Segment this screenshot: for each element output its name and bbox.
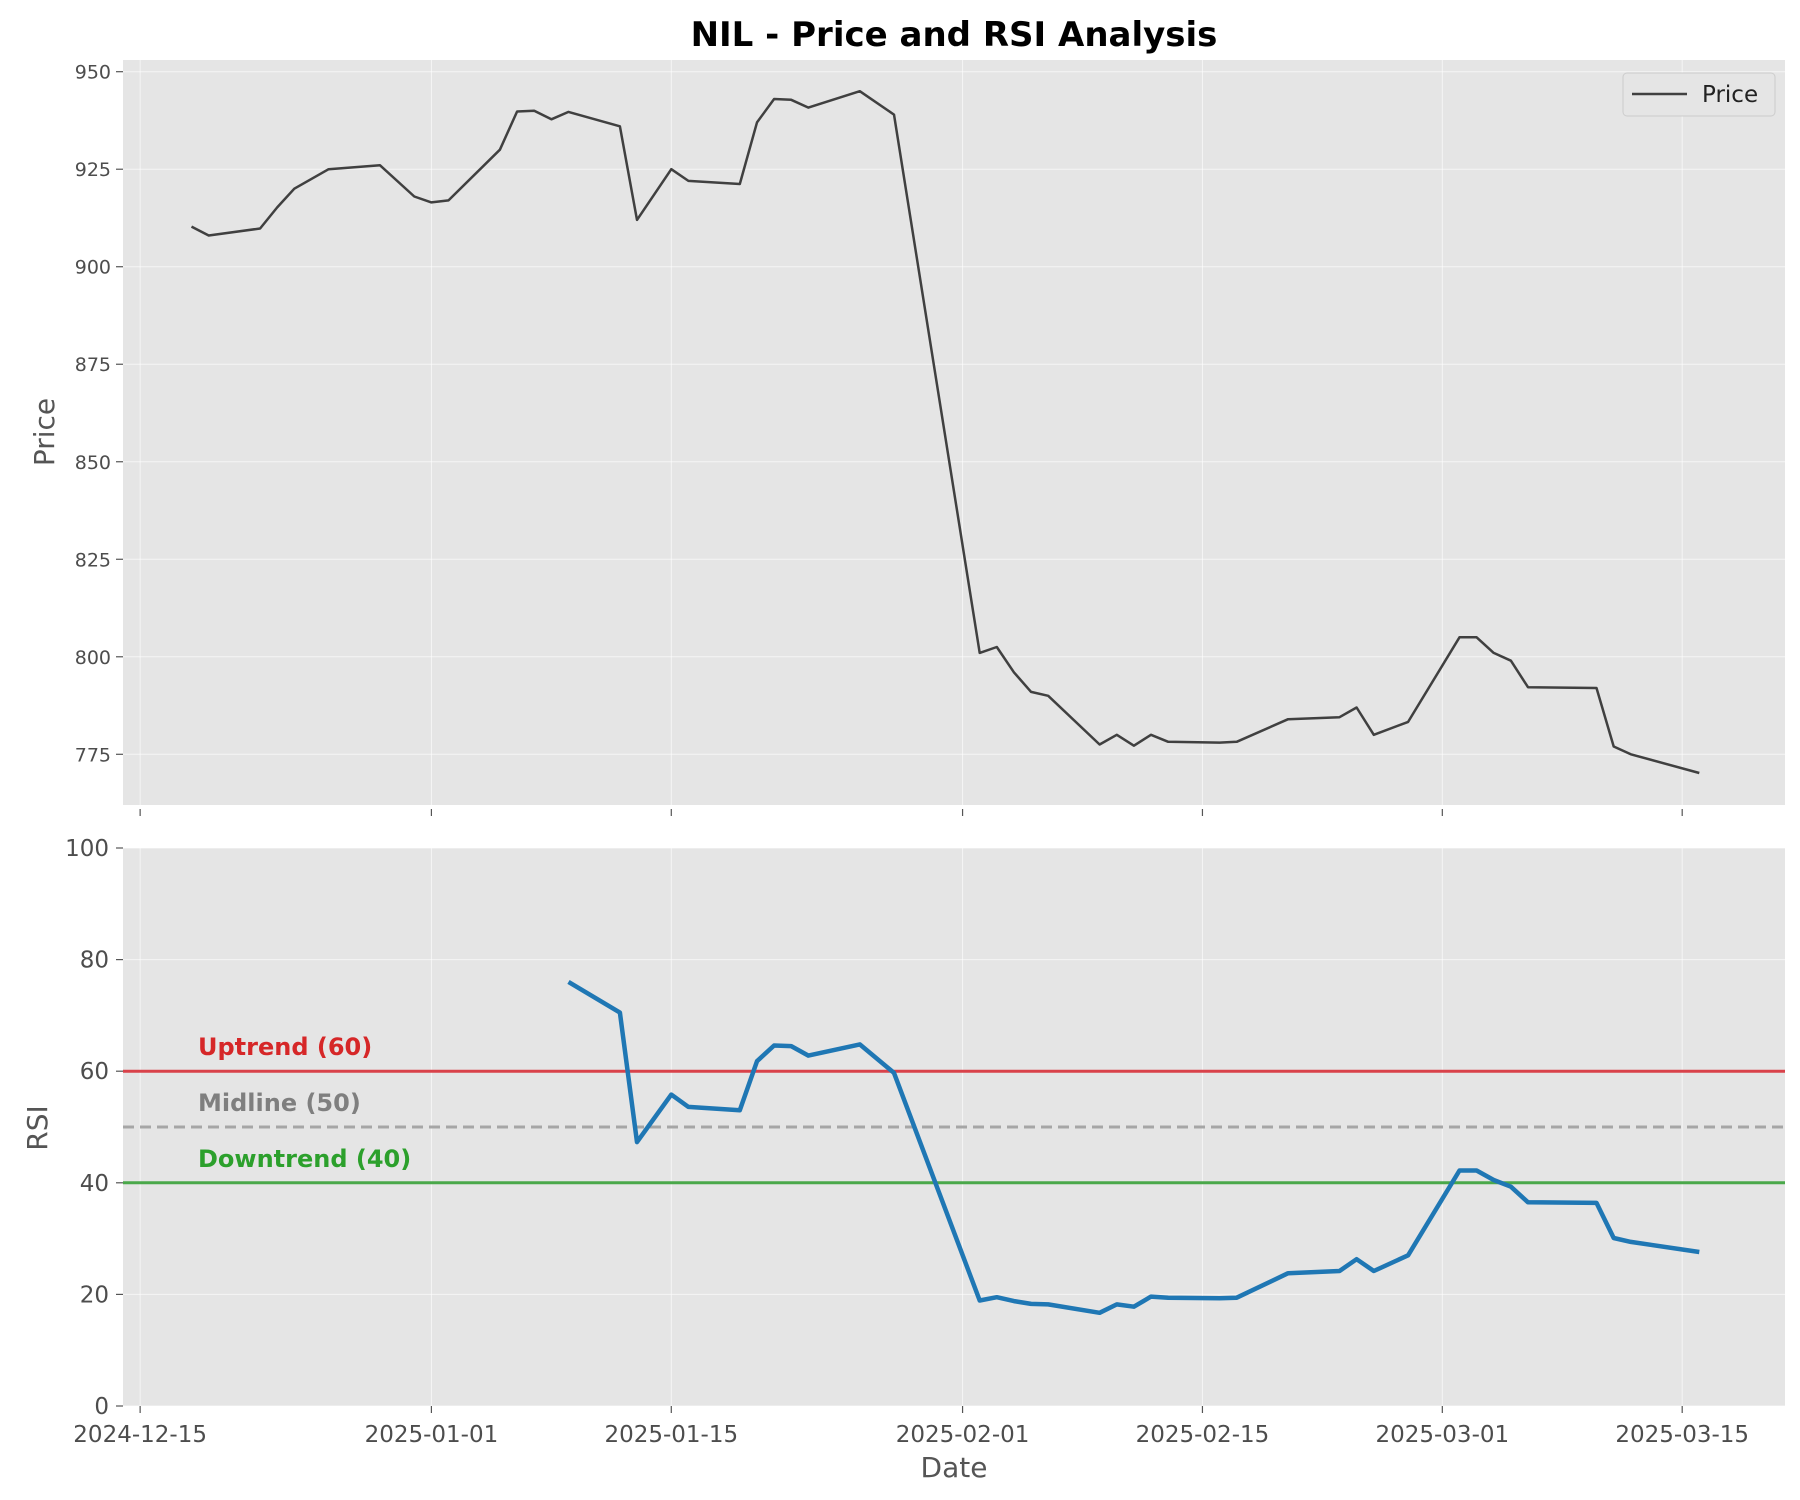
rsi-line [567,979,1700,1316]
rsi-y-axis-label: RSI [21,1105,54,1151]
rsi-x-ticks: 2024-12-15 2025-01-01 2025-01-15 2025-02-01… [73,1406,1749,1448]
legend-price-label: Price [1702,82,1758,108]
price-line [190,89,1700,775]
chart-title: NIL - Price and RSI Analysis [691,15,1218,55]
x-axis-label: Date [921,1451,988,1484]
rsi-y-ticks: 0 20 40 60 80 100 [65,836,123,1420]
rsi-y-tick-label: 80 [80,948,109,974]
x-tick-label: 2025-02-15 [1136,1422,1270,1448]
x-tick-label: 2025-02-01 [896,1422,1030,1448]
price-x-ticks [139,809,1683,816]
rsi-reference-label: Midline (50) [198,1089,361,1117]
price-plot-area [123,60,1785,805]
rsi-y-tick-label: 0 [94,1394,109,1420]
price-y-ticks: 775 800 825 850 875 900 925 950 [75,62,123,766]
price-y-tick-label: 900 [75,257,111,279]
price-grid [123,60,1785,805]
price-y-tick-label: 850 [75,452,111,474]
price-y-tick-label: 875 [75,354,111,376]
x-tick-label: 2025-01-15 [604,1422,738,1448]
price-series [190,89,1700,775]
price-y-tick-label: 775 [75,744,111,766]
rsi-reference-label: Downtrend (40) [198,1145,411,1173]
rsi-reference-label: Uptrend (60) [198,1033,372,1061]
legend-box [1622,72,1776,117]
price-y-axis-label: Price [28,398,61,466]
rsi-series [567,979,1700,1316]
rsi-y-tick-label: 20 [80,1282,109,1308]
rsi-y-tick-label: 40 [80,1171,109,1197]
x-tick-label: 2024-12-15 [73,1422,207,1448]
price-legend: Price [1622,72,1776,117]
price-y-tick-label: 925 [75,159,111,181]
rsi-reference-lines: Uptrend (60) Midline (50) Downtrend (40) [123,1033,1785,1185]
price-y-tick-label: 950 [75,62,111,84]
rsi-panel: Uptrend (60) Midline (50) Downtrend (40) 0… [21,836,1785,1484]
x-tick-label: 2025-01-01 [365,1422,499,1448]
price-y-tick-label: 825 [75,549,111,571]
rsi-y-tick-label: 100 [65,836,109,862]
price-panel: 775 800 825 850 875 900 925 950 Price Price [28,60,1785,816]
rsi-y-tick-label: 60 [80,1059,109,1085]
x-tick-label: 2025-03-15 [1615,1422,1749,1448]
price-y-tick-label: 800 [75,647,111,669]
x-tick-label: 2025-03-01 [1375,1422,1509,1448]
